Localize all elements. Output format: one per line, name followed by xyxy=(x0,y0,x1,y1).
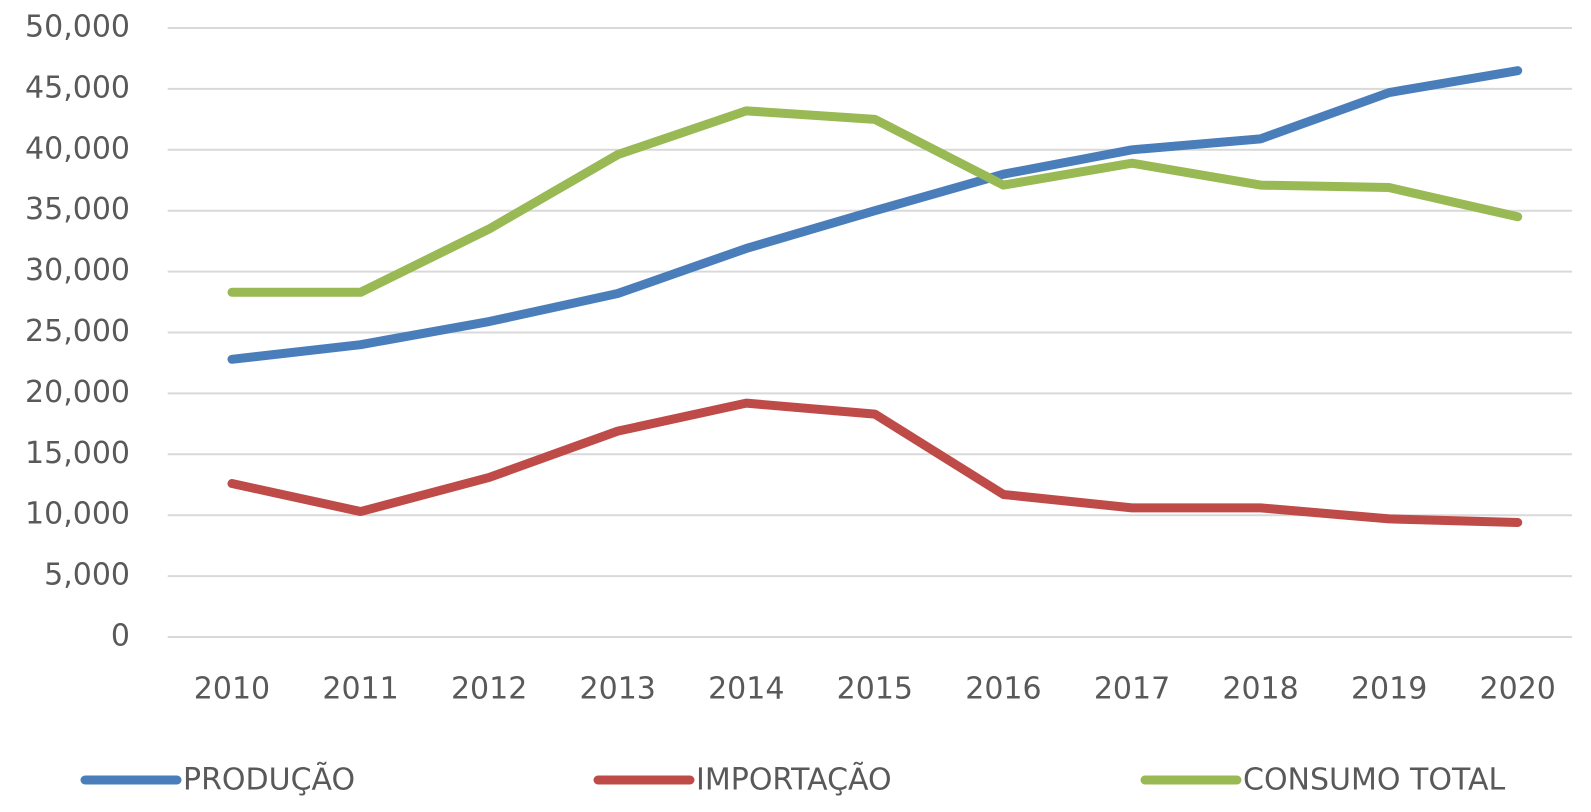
legend-label: CONSUMO TOTAL xyxy=(1243,763,1505,798)
x-tick-label: 2013 xyxy=(580,672,656,707)
legend-label: PRODUÇÃO xyxy=(183,762,355,798)
x-tick-label: 2015 xyxy=(837,672,913,707)
x-tick-label: 2017 xyxy=(1094,672,1170,707)
y-tick-label: 45,000 xyxy=(25,70,130,105)
legend-label: IMPORTAÇÃO xyxy=(696,762,892,798)
y-tick-label: 15,000 xyxy=(25,436,130,471)
y-tick-label: 0 xyxy=(111,619,130,654)
series-line xyxy=(227,106,1523,297)
y-tick-label: 35,000 xyxy=(25,192,130,227)
x-tick-label: 2020 xyxy=(1480,672,1556,707)
y-tick-label: 20,000 xyxy=(25,375,130,410)
x-tick-label: 2010 xyxy=(194,672,270,707)
y-tick-label: 40,000 xyxy=(25,131,130,166)
x-tick-label: 2014 xyxy=(708,672,784,707)
series-line xyxy=(227,66,1523,364)
x-tick-label: 2011 xyxy=(322,672,398,707)
y-tick-label: 50,000 xyxy=(25,10,130,45)
series-line xyxy=(227,398,1523,528)
x-tick-label: 2012 xyxy=(451,672,527,707)
y-tick-label: 10,000 xyxy=(25,497,130,532)
x-tick-label: 2018 xyxy=(1222,672,1298,707)
x-tick-label: 2016 xyxy=(965,672,1041,707)
x-tick-label: 2019 xyxy=(1351,672,1427,707)
y-tick-label: 30,000 xyxy=(25,253,130,288)
y-tick-label: 25,000 xyxy=(25,314,130,349)
y-tick-label: 5,000 xyxy=(44,558,130,593)
